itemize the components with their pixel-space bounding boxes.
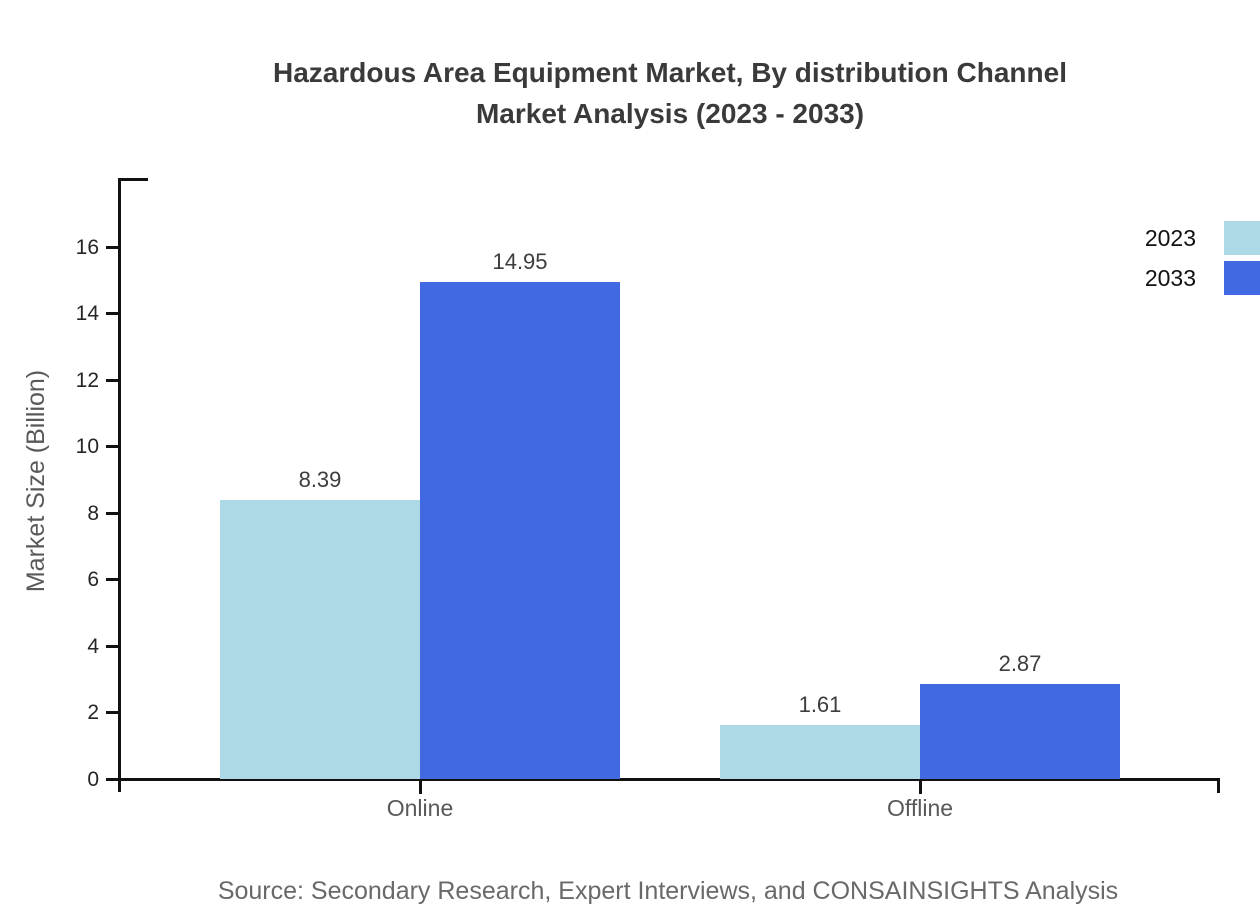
y-tick-mark-8	[106, 511, 118, 515]
category-label-offline: Offline	[886, 795, 954, 821]
y-tick-label-0: 0	[87, 767, 99, 791]
chart-title: Hazardous Area Equipment Market, By dist…	[118, 52, 1222, 134]
y-tick-mark-0	[106, 777, 118, 781]
legend-label-2023: 2023	[1144, 225, 1196, 251]
y-axis-line	[118, 178, 121, 792]
bar-2033-online	[420, 281, 620, 779]
y-tick-mark-16	[106, 245, 118, 249]
x-tick-mark-offline	[918, 781, 922, 794]
y-tick-label-6: 6	[87, 568, 99, 591]
category-label-online: Online	[386, 795, 454, 821]
value-label-2023-offline: 1.61	[798, 692, 842, 718]
y-tick-label-4: 4	[87, 634, 99, 658]
bar-2023-offline	[720, 725, 920, 779]
bar-2033-offline	[920, 683, 1120, 779]
y-tick-label-12: 12	[75, 368, 99, 392]
value-label-2033-online: 14.95	[492, 248, 548, 274]
y-tick-label-10: 10	[75, 435, 99, 458]
source-text: Source: Secondary Research, Expert Inter…	[217, 877, 1119, 905]
y-tick-mark-12	[106, 378, 118, 382]
y-tick-label-16: 16	[75, 235, 99, 259]
y-tick-label-14: 14	[75, 302, 99, 325]
value-label-2023-online: 8.39	[298, 467, 342, 493]
bar-2023-online	[220, 500, 420, 779]
y-tick-mark-10	[106, 445, 118, 448]
legend-swatch-2023	[1224, 221, 1260, 255]
y-tick-mark-14	[106, 312, 118, 315]
y-tick-mark-6	[106, 578, 118, 581]
y-tick-mark-2	[106, 711, 118, 714]
y-axis-top-cap	[118, 178, 148, 181]
y-tick-label-8: 8	[87, 501, 99, 525]
x-axis-end-cap	[1217, 778, 1220, 793]
chart-title-line-1: Hazardous Area Equipment Market, By dist…	[273, 57, 1067, 88]
legend-swatch-2033	[1224, 261, 1260, 295]
x-axis-line	[118, 778, 1220, 781]
y-tick-label-2: 2	[87, 701, 99, 724]
chart-title-line-2: Market Analysis (2023 - 2033)	[475, 98, 865, 129]
value-label-2033-offline: 2.87	[998, 650, 1042, 676]
legend-label-2033: 2033	[1144, 265, 1196, 291]
x-tick-mark-online	[418, 781, 422, 794]
y-tick-mark-4	[106, 644, 118, 648]
